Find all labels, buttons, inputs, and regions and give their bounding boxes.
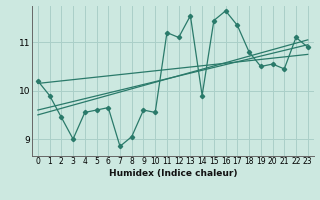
- X-axis label: Humidex (Indice chaleur): Humidex (Indice chaleur): [108, 169, 237, 178]
